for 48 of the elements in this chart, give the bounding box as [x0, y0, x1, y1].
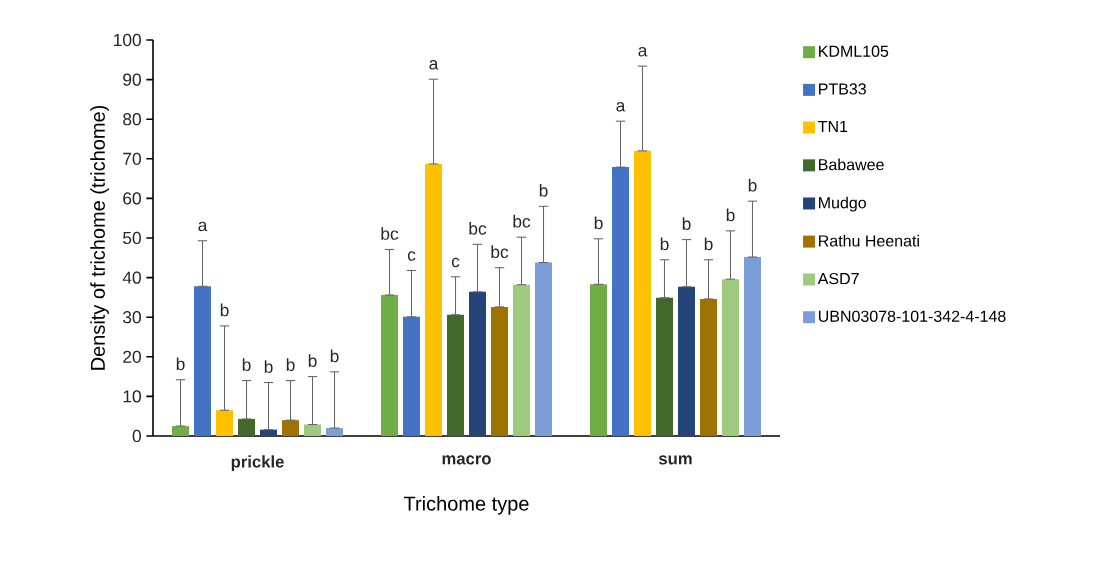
annotation: b: [308, 354, 317, 367]
annotation: bc: [513, 214, 531, 228]
legend-label: TN1: [818, 121, 848, 133]
y-tick-label: 0: [132, 429, 141, 443]
annotation: b: [220, 303, 229, 317]
annotation: a: [198, 221, 208, 232]
legend-label: UBN03078-101-342-4-148: [818, 310, 1006, 322]
y-tick-label: 40: [122, 271, 141, 284]
y-tick-label: 70: [123, 152, 141, 165]
y-tick-label: 100: [114, 33, 141, 47]
legend-label: PTB33: [819, 83, 866, 95]
annotation: b: [176, 357, 185, 371]
x-tick-label: prickle: [231, 455, 284, 471]
y-tick-label: 90: [123, 73, 141, 86]
annotation: b: [726, 208, 735, 222]
annotation: b: [594, 216, 603, 230]
annotation: b: [286, 358, 295, 371]
annotation: b: [242, 358, 251, 371]
annotation: a: [638, 47, 648, 57]
y-tick-label: 50: [123, 231, 141, 245]
annotation: bc: [491, 245, 509, 259]
y-tick-label: 60: [123, 192, 141, 205]
x-tick-label: macro: [442, 455, 491, 465]
annotation: b: [264, 360, 273, 373]
annotation: bc: [469, 221, 487, 235]
annotation: b: [660, 237, 669, 251]
y-tick-label: 80: [123, 113, 141, 126]
annotation: b: [330, 349, 339, 363]
annotation: b: [539, 183, 548, 197]
legend-label: ASD7: [817, 272, 859, 285]
annotation: c: [407, 251, 416, 261]
annotation: bc: [381, 227, 399, 240]
annotation: b: [704, 237, 713, 251]
x-tick-label: sum: [658, 455, 692, 465]
y-axis-title: Density of trichome (trichome): [90, 105, 109, 370]
y-tick-label: 20: [123, 350, 141, 363]
annotation: b: [682, 217, 691, 230]
legend-label: Mudgo: [819, 196, 866, 212]
annotation: a: [429, 60, 439, 70]
legend-label: Babawee: [819, 158, 884, 171]
x-axis-title: Trichome type: [403, 496, 529, 515]
annotation: a: [616, 102, 626, 112]
y-tick-label: 30: [123, 311, 141, 324]
annotation: c: [451, 257, 460, 268]
legend-label: KDML105: [819, 45, 889, 57]
y-tick-label: 10: [123, 390, 141, 403]
legend-label: Rathu Heenati: [819, 234, 919, 247]
annotation: b: [748, 178, 757, 192]
